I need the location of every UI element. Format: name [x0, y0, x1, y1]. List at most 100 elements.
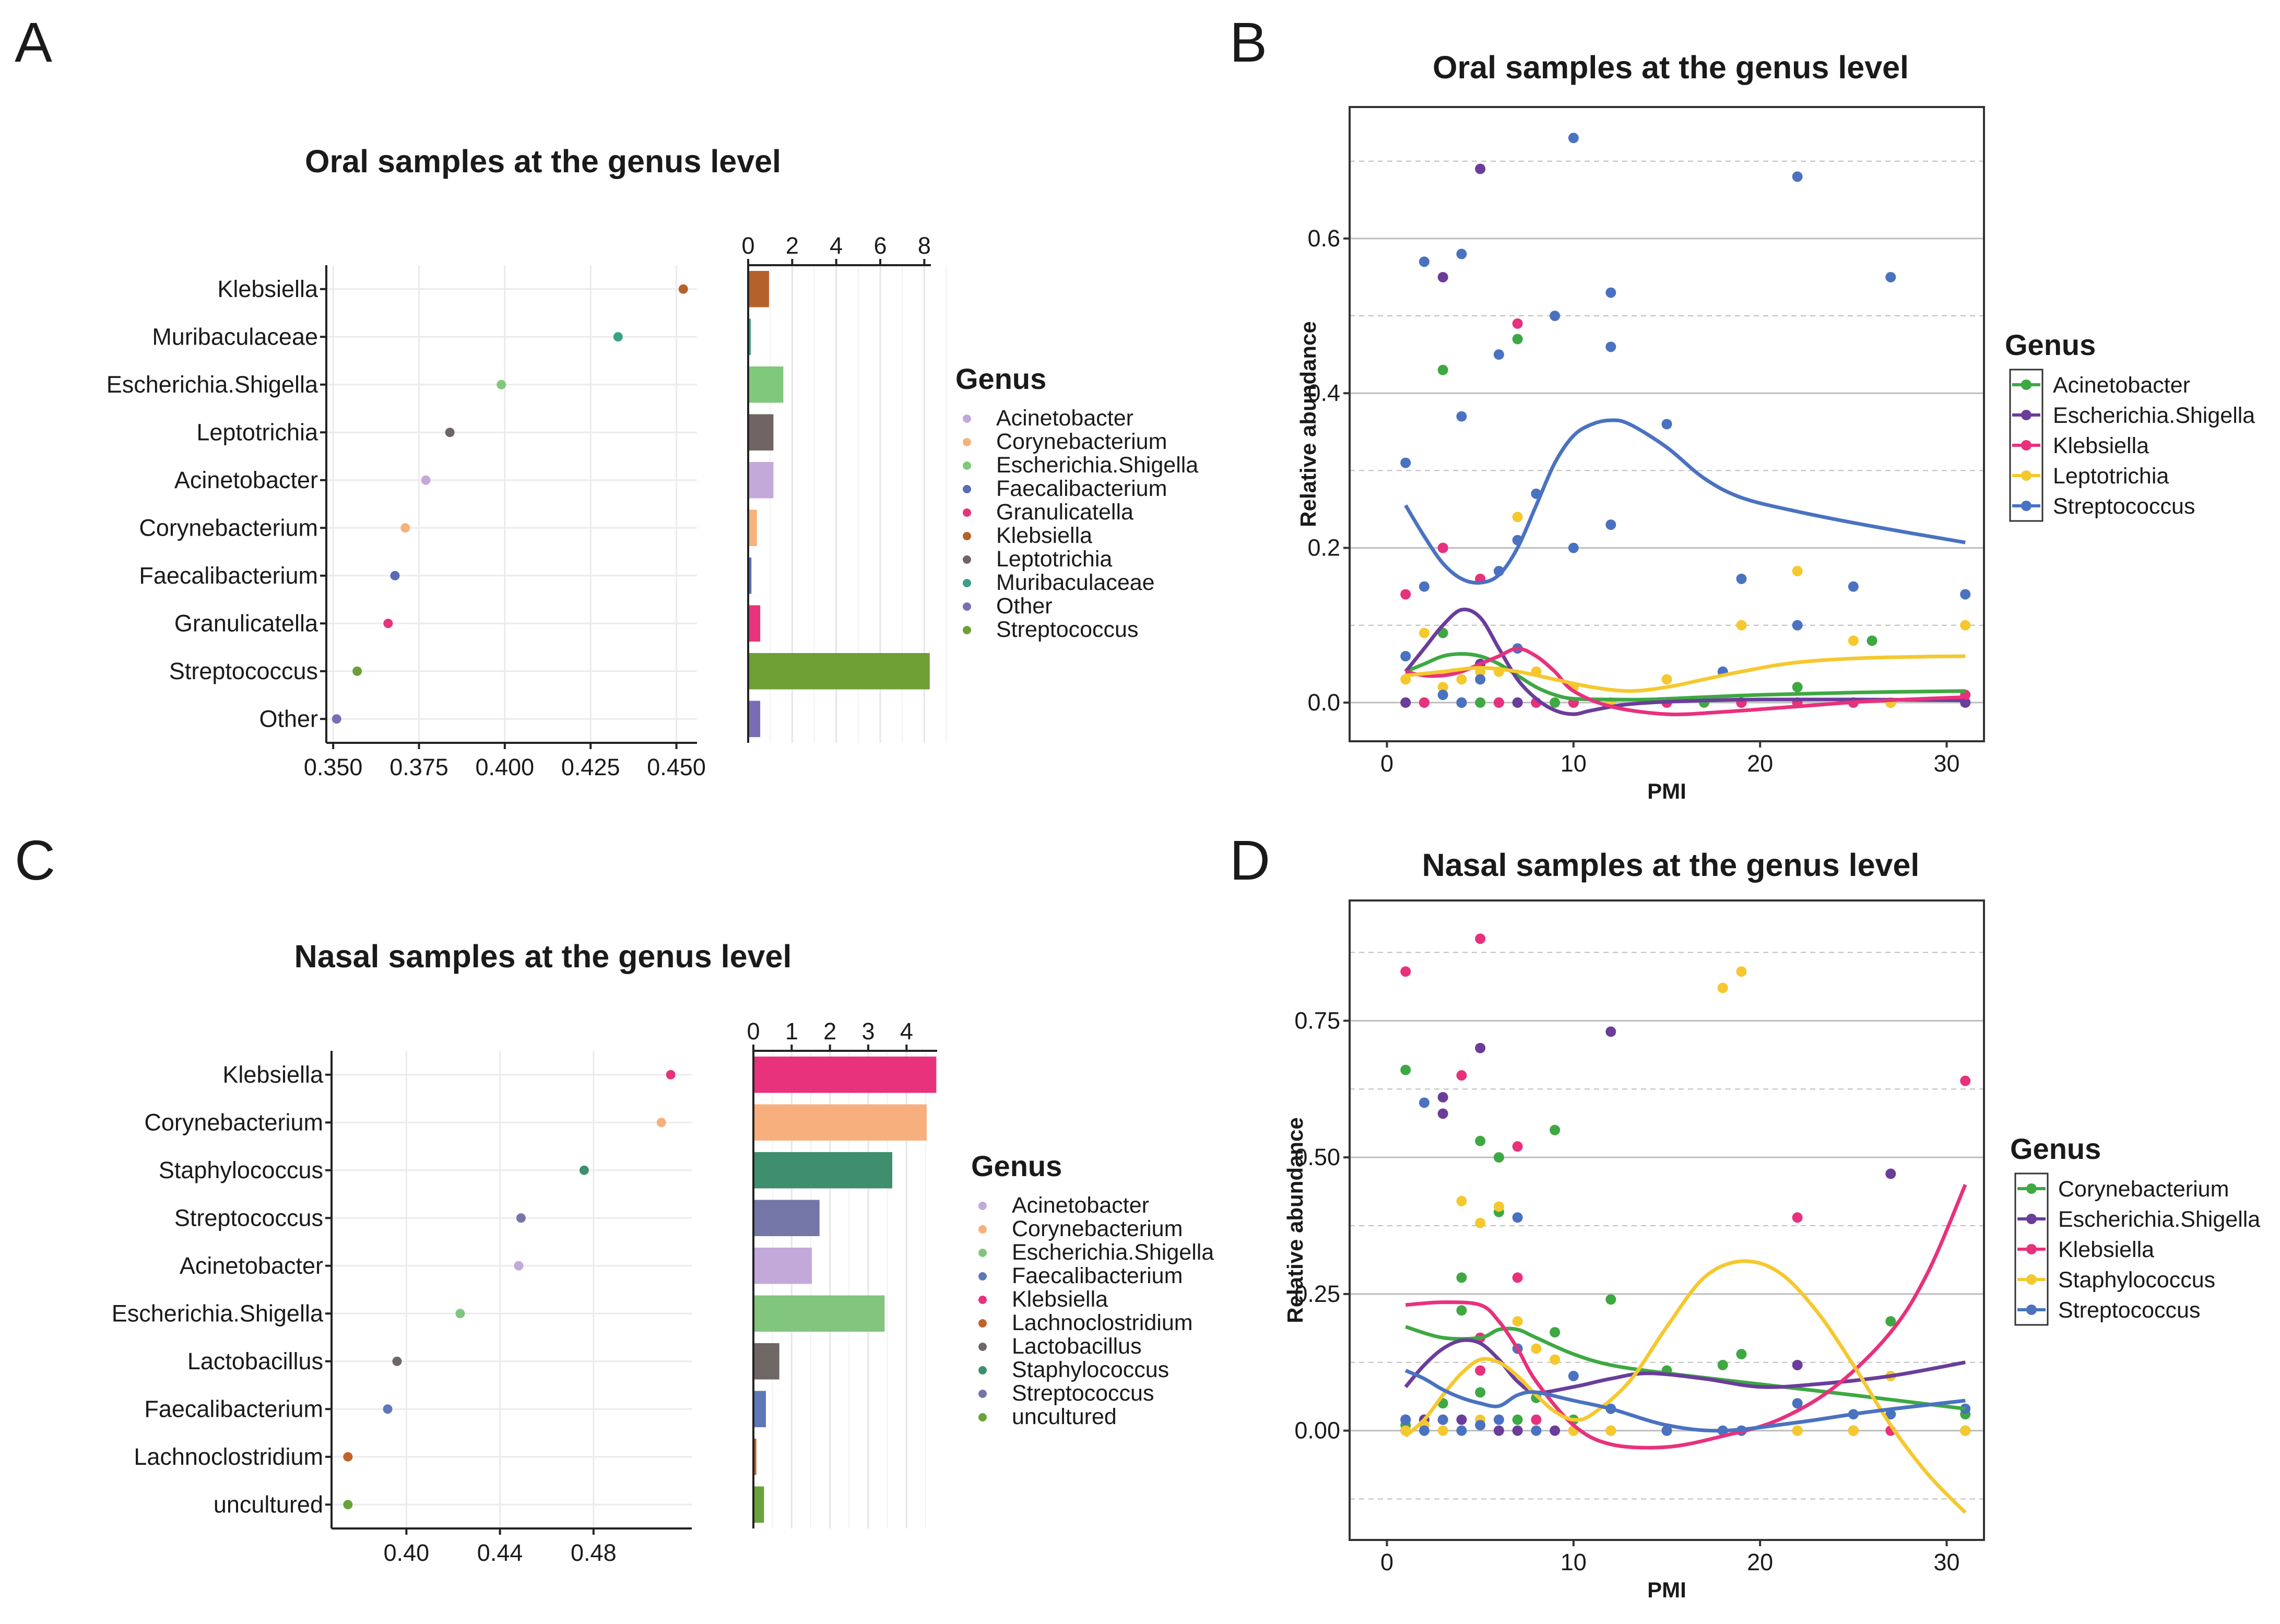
d-point-streptococcus — [1568, 1370, 1579, 1381]
a-category-label-klebsiella: Klebsiella — [217, 276, 318, 302]
d-point-staphylococcus — [1848, 1425, 1859, 1436]
c-category-label-escherichia-shigella: Escherichia.Shigella — [112, 1300, 324, 1326]
b-y-axis-label: Relative abundance — [1296, 321, 1320, 527]
b-legend-key-klebsiella — [2021, 440, 2031, 451]
chart-c-title: Nasal samples at the genus level — [294, 939, 792, 974]
b-point-klebsiella — [1512, 318, 1523, 329]
a-bar-escherichia-shigella — [749, 366, 784, 403]
a-dot-xtick-label: 0.350 — [304, 754, 363, 780]
d-point-corynebacterium — [1400, 1064, 1411, 1075]
d-point-streptococcus — [1531, 1425, 1542, 1436]
c-category-label-klebsiella: Klebsiella — [222, 1061, 324, 1088]
a-bar-other — [749, 701, 761, 738]
a-dot-acinetobacter — [421, 475, 431, 485]
d-smooth-corynebacterium — [1405, 1325, 1966, 1411]
b-point-streptococcus — [1792, 620, 1803, 631]
d-point-corynebacterium — [1475, 1135, 1486, 1146]
a-bar-xtick-label: 6 — [873, 232, 887, 259]
b-point-streptococcus — [1456, 248, 1467, 259]
c-dot-corynebacterium — [656, 1118, 666, 1128]
d-plot-area — [1350, 900, 1984, 1540]
a-bar-corynebacterium — [749, 509, 757, 547]
d-point-escherichia-shigella — [1605, 1026, 1616, 1037]
a-legend-key-acinetobacter — [963, 414, 971, 423]
d-legend-key-klebsiella — [2026, 1244, 2037, 1254]
d-xtick-label: 20 — [1747, 1549, 1773, 1575]
b-point-escherichia-shigella — [1437, 271, 1448, 282]
c-legend-key-uncultured — [978, 1413, 987, 1421]
d-point-corynebacterium — [1736, 1349, 1747, 1360]
d-legend-label-corynebacterium: Corynebacterium — [2058, 1177, 2229, 1202]
a-dot-faecalibacterium — [390, 571, 400, 580]
b-legend-key-streptococcus — [2021, 501, 2031, 511]
d-point-corynebacterium — [1456, 1272, 1467, 1283]
a-bar-xtick-label: 2 — [786, 232, 799, 259]
d-point-staphylococcus — [1605, 1425, 1616, 1436]
b-point-streptococcus — [1437, 690, 1448, 701]
c-legend-label-uncultured: uncultured — [1012, 1404, 1117, 1429]
c-legend-label-streptococcus: Streptococcus — [1012, 1381, 1154, 1406]
b-point-escherichia-shigella — [1475, 163, 1486, 174]
c-dot-faecalibacterium — [383, 1404, 393, 1414]
c-bar-xtick-label: 0 — [747, 1018, 760, 1045]
d-legend-label-klebsiella: Klebsiella — [2058, 1237, 2154, 1262]
c-legend-label-escherichia-shigella: Escherichia.Shigella — [1012, 1240, 1214, 1265]
panel-label-c: C — [15, 828, 55, 892]
a-legend-label-corynebacterium: Corynebacterium — [996, 429, 1167, 454]
c-legend-key-klebsiella — [978, 1296, 987, 1304]
d-smooth-klebsiella — [1405, 1184, 1967, 1450]
a-category-label-granulicatella: Granulicatella — [174, 610, 318, 636]
c-legend-key-corynebacterium — [978, 1225, 987, 1234]
b-point-leptotrichia — [1512, 512, 1523, 523]
c-dot-xtick-label: 0.48 — [571, 1539, 617, 1566]
a-dot-xtick-label: 0.450 — [647, 754, 706, 780]
c-category-label-uncultured: uncultured — [214, 1491, 323, 1518]
a-legend-key-leptotrichia — [963, 555, 971, 564]
b-point-leptotrichia — [1792, 566, 1803, 577]
a-dot-muribaculaceae — [613, 332, 623, 342]
a-dot-granulicatella — [383, 619, 393, 629]
b-legend-key-acinetobacter — [2021, 380, 2031, 390]
b-xtick-label: 0 — [1380, 750, 1393, 777]
d-point-staphylococcus — [1456, 1195, 1467, 1206]
b-point-streptococcus — [1736, 573, 1747, 584]
c-dot-lactobacillus — [392, 1356, 402, 1366]
b-point-acinetobacter — [1792, 682, 1803, 693]
d-point-klebsiella — [1475, 1365, 1486, 1376]
d-point-escherichia-shigella — [1437, 1108, 1448, 1119]
b-point-streptococcus — [1456, 697, 1467, 708]
b-ytick-label: 0.0 — [1307, 689, 1340, 716]
b-legend-label-leptotrichia: Leptotrichia — [2053, 464, 2169, 489]
d-point-corynebacterium — [1717, 1359, 1728, 1370]
b-point-streptococcus — [1568, 542, 1579, 553]
a-legend-key-klebsiella — [963, 532, 971, 540]
a-legend-label-muribaculaceae: Muribaculaceae — [996, 570, 1155, 595]
c-dot-xtick-label: 0.44 — [477, 1539, 523, 1566]
d-point-escherichia-shigella — [1493, 1425, 1504, 1436]
c-legend-label-faecalibacterium: Faecalibacterium — [1012, 1263, 1183, 1288]
c-dot-panel — [332, 1051, 692, 1528]
b-smooth-leptotrichia — [1405, 654, 1966, 693]
d-legend-label-escherichia-shigella: Escherichia.Shigella — [2058, 1207, 2260, 1232]
b-legend-title: Genus — [2005, 328, 2096, 361]
d-legend-label-staphylococcus: Staphylococcus — [2058, 1267, 2215, 1293]
d-point-streptococcus — [1456, 1425, 1467, 1436]
d-point-klebsiella — [1792, 1212, 1803, 1223]
d-point-corynebacterium — [1475, 1387, 1486, 1398]
d-legend-title: Genus — [2010, 1132, 2101, 1165]
d-point-klebsiella — [1475, 933, 1486, 944]
a-bar-streptococcus — [749, 653, 930, 690]
a-dot-klebsiella — [678, 284, 688, 294]
c-legend-key-staphylococcus — [978, 1366, 987, 1374]
c-legend-key-faecalibacterium — [978, 1272, 987, 1281]
c-dot-lachnoclostridium — [343, 1452, 353, 1462]
d-legend-key-corynebacterium — [2026, 1183, 2037, 1194]
d-point-klebsiella — [1400, 966, 1411, 977]
panel-label-a: A — [15, 10, 52, 74]
chart-b-title: Oral samples at the genus level — [1433, 50, 1909, 85]
d-point-escherichia-shigella — [1885, 1168, 1896, 1179]
c-category-label-lactobacillus: Lactobacillus — [187, 1348, 323, 1374]
d-legend-key-streptococcus — [2026, 1305, 2037, 1315]
d-smooth-escherichia-shigella — [1404, 1338, 1966, 1395]
b-point-streptococcus — [1493, 349, 1504, 360]
